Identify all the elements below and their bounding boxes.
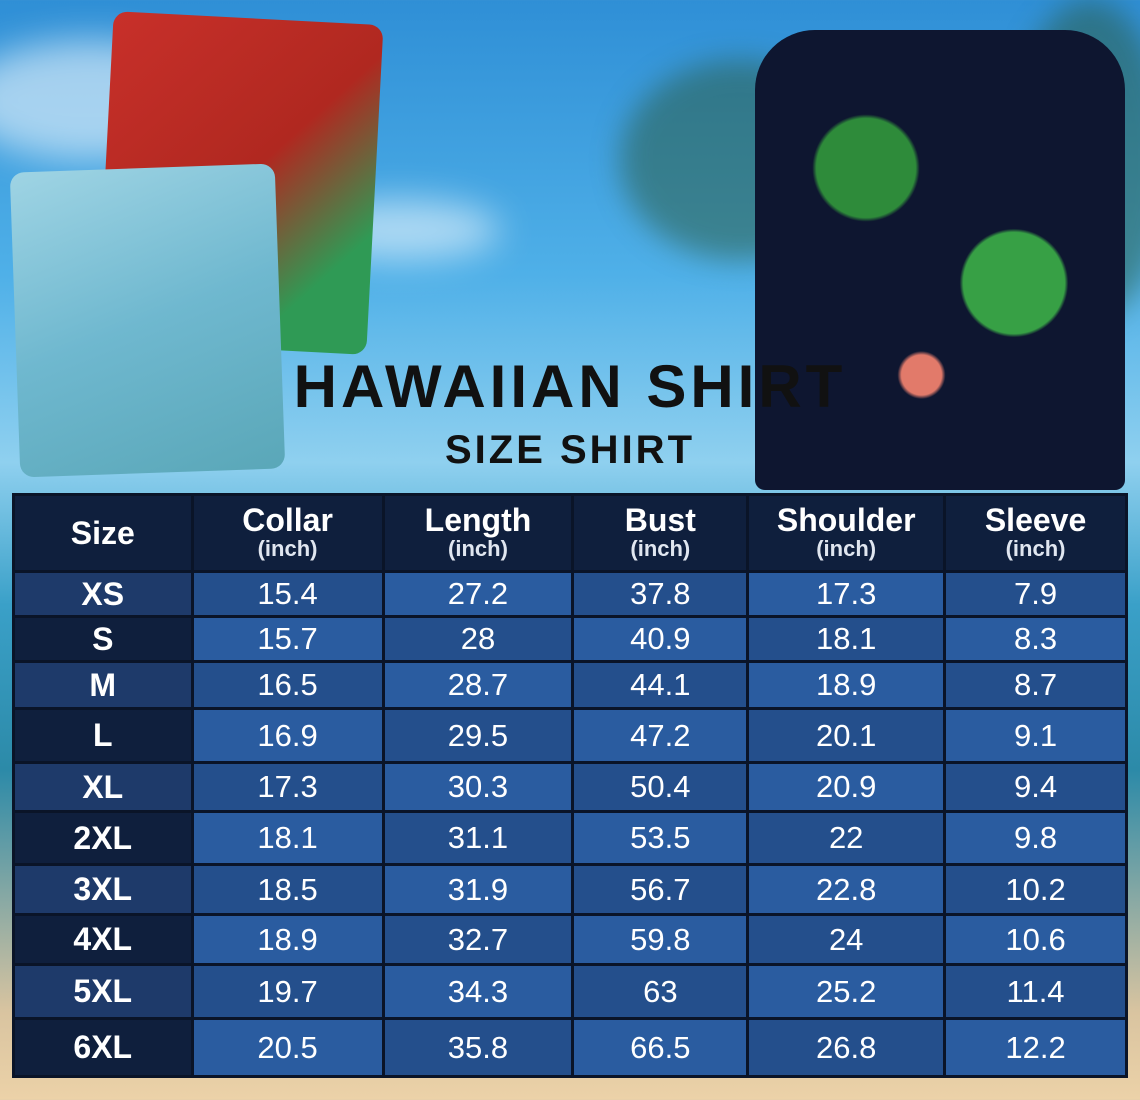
column-header-size: Size [12,493,194,573]
measurement-cell: 9.4 [943,761,1128,813]
measurement-cell: 47.2 [571,707,750,764]
measurement-cell: 18.9 [190,913,385,966]
measurement-cell: 9.1 [943,707,1128,764]
column-header-bust: Bust (inch) [571,493,750,573]
measurement-cell: 31.1 [381,810,575,866]
measurement-cell: 24 [746,913,947,966]
table-header-row: Size Collar (inch) Length (inch) Bust (inch) Sh… [12,493,1128,573]
measurement-cell: 35.8 [381,1017,575,1078]
measurement-cell: 18.9 [746,660,947,710]
measurement-cell: 22.8 [746,863,947,916]
column-header-collar: Collar (inch) [190,493,385,573]
measurement-cell: 26.8 [746,1017,947,1078]
measurement-cell: 28.7 [381,660,575,710]
measurement-cell: 8.7 [943,660,1128,710]
measurement-cell: 59.8 [571,913,750,966]
measurement-cell: 44.1 [571,660,750,710]
table-row: S 15.7 28 40.9 18.1 8.3 [12,615,1128,663]
measurement-cell: 32.7 [381,913,575,966]
column-header-unit: (inch) [816,536,877,561]
measurement-cell: 18.1 [746,615,947,663]
measurement-cell: 11.4 [943,963,1128,1020]
measurement-cell: 56.7 [571,863,750,916]
column-header-shoulder: Shoulder (inch) [746,493,947,573]
size-label: 3XL [12,863,194,916]
measurement-cell: 31.9 [381,863,575,916]
table-row: 2XL 18.1 31.1 53.5 22 9.8 [12,810,1128,866]
measurement-cell: 19.7 [190,963,385,1020]
measurement-cell: 28 [381,615,575,663]
column-header-label: Collar [242,502,333,538]
measurement-cell: 63 [571,963,750,1020]
size-chart-table: Size Collar (inch) Length (inch) Bust (inch) Sh… [12,493,1128,1078]
table-row: 5XL 19.7 34.3 63 25.2 11.4 [12,963,1128,1020]
page-title: HAWAIIAN SHIRT [293,353,847,420]
model-flamingo-shirt-image [755,30,1125,490]
page-subtitle: SIZE SHIRT [444,428,696,472]
column-header-unit: (inch) [630,536,691,561]
measurement-cell: 22 [746,810,947,866]
measurement-cell: 9.8 [943,810,1128,866]
size-label: XS [12,570,194,618]
table-row: L 16.9 29.5 47.2 20.1 9.1 [12,707,1128,764]
measurement-cell: 12.2 [943,1017,1128,1078]
size-label: XL [12,761,194,813]
size-label: L [12,707,194,764]
measurement-cell: 17.3 [746,570,947,618]
measurement-cell: 53.5 [571,810,750,866]
size-label: S [12,615,194,663]
measurement-cell: 25.2 [746,963,947,1020]
column-header-length: Length (inch) [381,493,575,573]
size-label: M [12,660,194,710]
measurement-cell: 15.7 [190,615,385,663]
measurement-cell: 20.9 [746,761,947,813]
measurement-cell: 10.2 [943,863,1128,916]
measurement-cell: 27.2 [381,570,575,618]
measurement-cell: 20.1 [746,707,947,764]
size-label: 6XL [12,1017,194,1078]
measurement-cell: 15.4 [190,570,385,618]
column-header-label: Size [70,515,135,551]
column-header-unit: (inch) [1005,536,1066,561]
column-header-sleeve: Sleeve (inch) [943,493,1128,573]
size-label: 5XL [12,963,194,1020]
table-row: XS 15.4 27.2 37.8 17.3 7.9 [12,570,1128,618]
size-label: 2XL [12,810,194,866]
measurement-cell: 20.5 [190,1017,385,1078]
measurement-cell: 30.3 [381,761,575,813]
measurement-cell: 18.1 [190,810,385,866]
measurement-cell: 50.4 [571,761,750,813]
measurement-cell: 10.6 [943,913,1128,966]
table-row: 6XL 20.5 35.8 66.5 26.8 12.2 [12,1017,1128,1078]
table-row: 3XL 18.5 31.9 56.7 22.8 10.2 [12,863,1128,916]
measurement-cell: 17.3 [190,761,385,813]
measurement-cell: 16.9 [190,707,385,764]
table-row: M 16.5 28.7 44.1 18.9 8.7 [12,660,1128,710]
measurement-cell: 18.5 [190,863,385,916]
column-header-unit: (inch) [448,536,508,561]
column-header-label: Bust [624,502,696,538]
measurement-cell: 29.5 [381,707,575,764]
measurement-cell: 16.5 [190,660,385,710]
measurement-cell: 8.3 [943,615,1128,663]
column-header-label: Sleeve [984,502,1087,538]
measurement-cell: 34.3 [381,963,575,1020]
table-row: XL 17.3 30.3 50.4 20.9 9.4 [12,761,1128,813]
measurement-cell: 7.9 [943,570,1128,618]
measurement-cell: 37.8 [571,570,750,618]
measurement-cell: 66.5 [571,1017,750,1078]
column-header-label: Length [424,502,532,538]
size-label: 4XL [12,913,194,966]
column-header-label: Shoulder [776,502,916,538]
column-header-unit: (inch) [257,536,318,561]
measurement-cell: 40.9 [571,615,750,663]
table-row: 4XL 18.9 32.7 59.8 24 10.6 [12,913,1128,966]
